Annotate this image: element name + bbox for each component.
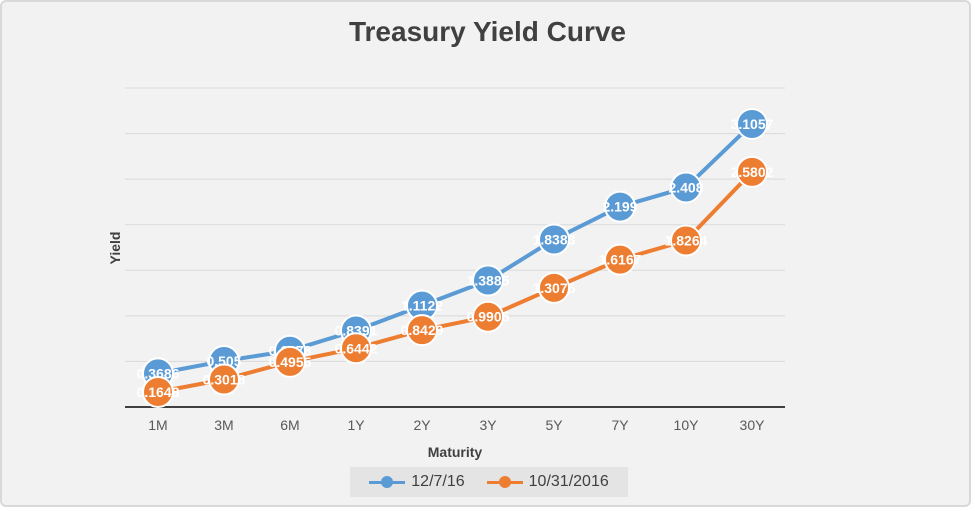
data-label: 3.1057	[731, 116, 774, 132]
x-tick-label: 5Y	[545, 417, 563, 433]
data-label: 0.8391	[335, 323, 378, 339]
x-tick-label: 1Y	[347, 417, 365, 433]
x-tick-label: 30Y	[740, 417, 766, 433]
legend-label-series-1: 12/7/16	[411, 473, 465, 490]
x-tick-label: 1M	[148, 417, 167, 433]
legend: 12/7/16 10/31/2016	[350, 467, 628, 497]
legend-item-series-2: 10/31/2016	[486, 473, 609, 491]
data-label: 1.1122	[401, 298, 443, 314]
data-label: 2.5802	[731, 164, 774, 180]
chart-title: Treasury Yield Curve	[348, 16, 627, 47]
legend-label-series-2: 10/31/2016	[528, 473, 609, 490]
data-point	[472, 264, 504, 297]
data-label: 0.4955	[269, 354, 312, 370]
x-tick-label: 3Y	[479, 417, 497, 433]
data-label: 1.8264	[665, 233, 708, 249]
data-point	[406, 314, 438, 347]
data-point	[340, 332, 372, 365]
data-point	[736, 155, 768, 188]
data-point	[670, 224, 702, 257]
data-point	[208, 363, 240, 396]
legend-item-series-1: 12/7/16	[369, 473, 465, 491]
series-2: 0.1648 0.3018 0.4955 0.6442 0.8429 0.9905 1.30…	[137, 155, 774, 408]
data-label: 1.8383	[533, 231, 576, 247]
x-tick-labels: 1M 3M 6M 1Y 2Y 3Y 5Y 7Y 10Y 30Y	[148, 417, 765, 433]
data-label: 1.3075	[533, 280, 576, 296]
x-tick-label: 6M	[280, 417, 299, 433]
data-label: 0.8429	[401, 322, 444, 338]
data-point	[736, 107, 768, 140]
data-point	[274, 345, 306, 378]
data-label: 2.199	[602, 199, 637, 215]
data-point	[472, 300, 504, 333]
series-layer: 0.36860.5050.61780.83911.11221.38851.838…	[137, 107, 774, 408]
x-tick-label: 3M	[214, 417, 233, 433]
data-point	[604, 190, 636, 223]
data-label: 0.1648	[137, 384, 180, 400]
legend-marker-series-2	[486, 476, 523, 488]
data-label: 0.505	[206, 353, 241, 369]
x-tick-label: 7Y	[611, 417, 629, 433]
x-axis-label: Maturity	[428, 444, 483, 460]
data-label: 1.6167	[599, 252, 642, 268]
data-point	[670, 171, 702, 204]
series-line	[157, 122, 754, 376]
data-label: 2.408	[668, 180, 703, 196]
data-point	[604, 243, 636, 276]
data-label: 0.3018	[203, 371, 246, 387]
data-label: 0.3686	[137, 365, 180, 381]
series-line	[157, 170, 754, 394]
data-point	[538, 223, 570, 256]
y-axis-label: Yield	[107, 232, 123, 265]
data-label: 0.6442	[335, 340, 378, 356]
x-tick-label: 2Y	[413, 417, 431, 433]
legend-marker-series-1	[369, 476, 406, 488]
data-label: 1.3885	[467, 272, 510, 288]
data-point	[142, 375, 174, 408]
x-tick-label: 10Y	[674, 417, 700, 433]
gridlines	[125, 87, 785, 362]
data-point	[538, 271, 570, 304]
data-label: 0.9905	[467, 309, 510, 325]
